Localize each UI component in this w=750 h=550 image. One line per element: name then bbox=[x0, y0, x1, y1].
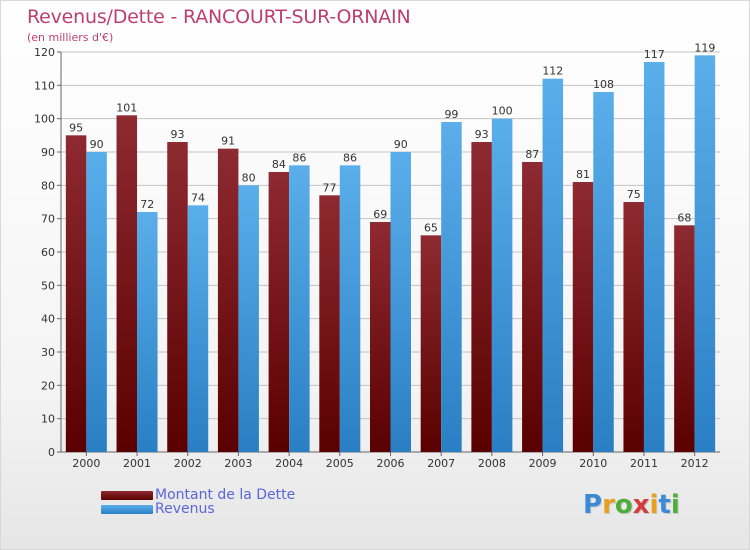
y-tick-label-70: 70 bbox=[41, 213, 55, 226]
data-label-revenus-2012: 119 bbox=[694, 41, 715, 54]
x-tick-label-2008: 2008 bbox=[478, 457, 506, 470]
data-label-revenus-2004: 86 bbox=[292, 151, 306, 164]
bar-dette-2010 bbox=[572, 182, 594, 452]
bar-revenus-2007 bbox=[441, 122, 462, 452]
data-label-revenus-2001: 72 bbox=[140, 198, 154, 211]
data-label-revenus-2003: 80 bbox=[242, 171, 256, 184]
bar-dette-2006 bbox=[370, 222, 391, 452]
bar-revenus-2010 bbox=[593, 92, 614, 452]
bar-dette-2009 bbox=[522, 162, 543, 452]
logo-letter: P bbox=[583, 490, 603, 520]
data-label-revenus-2002: 74 bbox=[191, 191, 205, 204]
logo-letter: i bbox=[649, 490, 659, 520]
data-label-dette-2003: 91 bbox=[221, 135, 235, 148]
y-tick-label-60: 60 bbox=[41, 246, 55, 259]
data-label-dette-2007: 65 bbox=[424, 221, 438, 234]
y-tick-label-90: 90 bbox=[41, 146, 55, 159]
x-tick-label-2010: 2010 bbox=[579, 457, 607, 470]
legend-item-dette: Montant de la Dette bbox=[101, 487, 295, 503]
logo-letter: r bbox=[602, 490, 615, 520]
legend-label-revenus: Revenus bbox=[155, 501, 215, 517]
data-label-revenus-2009: 112 bbox=[542, 65, 563, 78]
logo-letter: i bbox=[670, 490, 680, 520]
chart-subtitle: (en milliers d'€) bbox=[27, 31, 114, 44]
data-label-dette-2009: 87 bbox=[525, 148, 539, 161]
y-tick-label-120: 120 bbox=[34, 46, 55, 59]
data-label-dette-2005: 77 bbox=[323, 181, 337, 194]
y-tick-label-110: 110 bbox=[34, 79, 55, 92]
bar-dette-2004 bbox=[268, 172, 290, 452]
x-tick-label-2002: 2002 bbox=[174, 457, 202, 470]
bar-revenus-2003 bbox=[238, 185, 259, 453]
data-label-revenus-2006: 90 bbox=[394, 138, 408, 151]
x-tick-label-2003: 2003 bbox=[224, 457, 252, 470]
x-tick-label-2001: 2001 bbox=[123, 457, 151, 470]
y-tick-label-80: 80 bbox=[41, 179, 55, 192]
bar-revenus-2011 bbox=[643, 62, 665, 452]
x-tick-label-2012: 2012 bbox=[681, 457, 709, 470]
legend-item-revenus: Revenus bbox=[101, 501, 215, 517]
y-tick-label-40: 40 bbox=[41, 313, 55, 326]
data-label-revenus-2011: 117 bbox=[644, 48, 665, 61]
bar-revenus-2006 bbox=[390, 152, 411, 452]
bar-revenus-2012 bbox=[694, 55, 716, 452]
y-tick-label-30: 30 bbox=[41, 346, 55, 359]
bar-revenus-2009 bbox=[542, 78, 564, 453]
data-label-dette-2001: 101 bbox=[116, 101, 137, 114]
y-tick-label-50: 50 bbox=[41, 279, 55, 292]
y-tick-label-20: 20 bbox=[41, 379, 55, 392]
data-label-dette-2006: 69 bbox=[373, 208, 387, 221]
bar-dette-2008 bbox=[471, 142, 492, 452]
data-label-revenus-2000: 90 bbox=[90, 138, 104, 151]
legend-swatch-revenus bbox=[101, 504, 153, 514]
bar-dette-2002 bbox=[167, 142, 188, 452]
data-label-dette-2000: 95 bbox=[69, 121, 83, 134]
bar-revenus-2004 bbox=[289, 165, 310, 453]
bar-dette-2000 bbox=[65, 135, 87, 453]
logo-letter: x bbox=[632, 490, 650, 520]
x-tick-label-2009: 2009 bbox=[529, 457, 557, 470]
bar-revenus-2005 bbox=[339, 165, 361, 453]
data-label-dette-2011: 75 bbox=[627, 188, 641, 201]
y-tick-label-100: 100 bbox=[34, 113, 55, 126]
bar-dette-2001 bbox=[116, 115, 138, 452]
x-tick-label-2011: 2011 bbox=[630, 457, 658, 470]
bar-dette-2012 bbox=[674, 225, 695, 452]
x-tick-label-2005: 2005 bbox=[326, 457, 354, 470]
data-label-dette-2010: 81 bbox=[576, 168, 590, 181]
chart-title: Revenus/Dette - RANCOURT-SUR-ORNAIN bbox=[27, 6, 411, 28]
y-tick-label-10: 10 bbox=[41, 413, 55, 426]
data-label-revenus-2008: 100 bbox=[492, 105, 513, 118]
data-label-revenus-2010: 108 bbox=[593, 78, 614, 91]
data-label-dette-2004: 84 bbox=[272, 158, 286, 171]
bar-dette-2011 bbox=[623, 202, 644, 452]
x-tick-label-2007: 2007 bbox=[427, 457, 455, 470]
logo-letter: o bbox=[614, 490, 633, 520]
legend-label-dette: Montant de la Dette bbox=[155, 487, 296, 503]
bar-revenus-2000 bbox=[86, 152, 107, 452]
x-tick-label-2006: 2006 bbox=[377, 457, 405, 470]
data-label-revenus-2007: 99 bbox=[444, 108, 458, 121]
x-tick-label-2004: 2004 bbox=[275, 457, 303, 470]
bar-dette-2005 bbox=[319, 195, 340, 453]
bar-dette-2007 bbox=[420, 235, 442, 452]
bar-dette-2003 bbox=[217, 148, 239, 452]
data-label-dette-2008: 93 bbox=[475, 128, 489, 141]
data-label-dette-2012: 68 bbox=[677, 211, 691, 224]
y-tick-label-0: 0 bbox=[48, 446, 55, 459]
bar-revenus-2001 bbox=[137, 212, 158, 452]
bar-revenus-2008 bbox=[491, 118, 513, 453]
data-label-revenus-2005: 86 bbox=[343, 151, 357, 164]
legend-swatch-dette bbox=[101, 490, 153, 500]
proxiti-logo: Proxiti bbox=[583, 490, 680, 520]
logo-letter: t bbox=[658, 490, 671, 520]
x-tick-label-2000: 2000 bbox=[72, 457, 100, 470]
data-label-dette-2002: 93 bbox=[170, 128, 184, 141]
bar-revenus-2002 bbox=[187, 205, 209, 452]
